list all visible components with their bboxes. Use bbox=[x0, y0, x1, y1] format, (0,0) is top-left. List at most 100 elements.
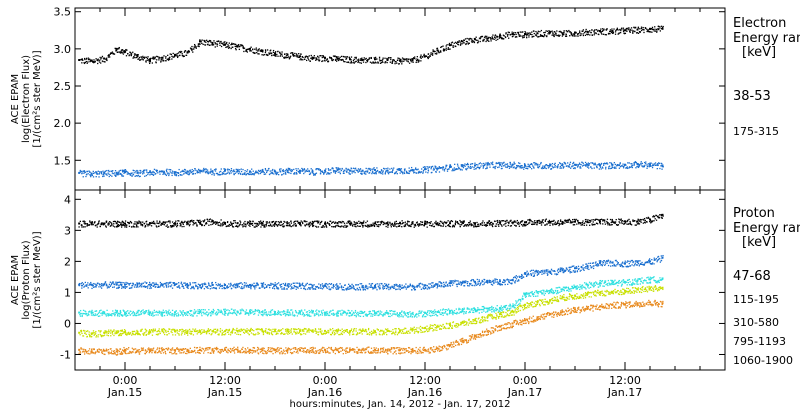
sample-point bbox=[539, 35, 542, 37]
sample-point bbox=[212, 44, 214, 46]
sample-point bbox=[340, 169, 343, 172]
sample-point bbox=[234, 45, 236, 48]
sample-point bbox=[334, 171, 337, 173]
sample-point bbox=[346, 171, 348, 173]
sample-point bbox=[529, 166, 531, 168]
sample-point bbox=[608, 165, 611, 167]
sample-point bbox=[253, 286, 256, 288]
sample-point bbox=[288, 58, 291, 60]
sample-point bbox=[602, 163, 605, 165]
sample-point bbox=[539, 222, 541, 224]
sample-point bbox=[528, 165, 531, 168]
sample-point bbox=[394, 61, 396, 63]
sample-point bbox=[134, 223, 136, 225]
sample-point bbox=[186, 223, 188, 225]
sample-point bbox=[542, 165, 544, 167]
sample-point bbox=[115, 174, 117, 176]
sample-point bbox=[482, 167, 484, 169]
sample-point bbox=[183, 282, 185, 284]
sample-point bbox=[174, 174, 176, 176]
sample-point bbox=[562, 167, 565, 169]
sample-point bbox=[98, 283, 100, 285]
sample-point bbox=[446, 283, 449, 286]
sample-point bbox=[269, 52, 271, 55]
sample-point bbox=[236, 286, 239, 288]
sample-point bbox=[427, 56, 429, 58]
sample-point bbox=[148, 58, 151, 60]
sample-point bbox=[543, 165, 546, 168]
sample-point bbox=[373, 172, 375, 174]
sample-point bbox=[96, 224, 98, 226]
sample-point bbox=[429, 222, 431, 224]
sample-point bbox=[531, 31, 533, 33]
sample-point bbox=[511, 283, 513, 285]
sample-point bbox=[90, 281, 92, 284]
sample-point bbox=[300, 53, 302, 55]
sample-point bbox=[163, 172, 166, 174]
sample-point bbox=[551, 270, 553, 272]
sample-point bbox=[158, 225, 160, 227]
sample-point bbox=[225, 46, 227, 49]
sample-point bbox=[585, 30, 587, 32]
sample-point bbox=[170, 172, 173, 174]
sample-point bbox=[443, 286, 445, 288]
sample-point bbox=[314, 174, 316, 176]
sample-point bbox=[532, 275, 535, 277]
sample-point bbox=[454, 222, 456, 225]
sample-point bbox=[319, 221, 322, 224]
sample-point bbox=[173, 172, 175, 175]
sample-point bbox=[429, 283, 432, 285]
sample-point bbox=[422, 172, 424, 174]
sample-point bbox=[464, 281, 466, 284]
sample-point bbox=[160, 283, 162, 285]
sample-point bbox=[257, 224, 260, 226]
sample-point bbox=[269, 286, 271, 289]
sample-point bbox=[345, 167, 347, 170]
sample-point bbox=[85, 284, 87, 286]
sample-point bbox=[557, 220, 559, 222]
sample-point bbox=[574, 167, 576, 170]
sample-point bbox=[482, 220, 484, 222]
sample-point bbox=[537, 270, 539, 272]
sample-point bbox=[508, 167, 511, 169]
sample-point bbox=[525, 224, 527, 226]
sample-point bbox=[190, 170, 192, 173]
sample-point bbox=[299, 283, 301, 285]
sample-point bbox=[158, 56, 160, 59]
sample-point bbox=[528, 34, 530, 36]
sample-point bbox=[418, 171, 421, 173]
sample-point bbox=[600, 218, 603, 220]
sample-point bbox=[471, 38, 473, 40]
data-point bbox=[311, 222, 314, 225]
sample-point bbox=[280, 54, 282, 56]
sample-point bbox=[474, 225, 477, 228]
sample-point bbox=[84, 58, 86, 61]
sample-point bbox=[413, 226, 415, 228]
sample-point bbox=[188, 170, 191, 172]
sample-point bbox=[465, 164, 468, 166]
sample-point bbox=[609, 162, 611, 164]
sample-point bbox=[109, 221, 111, 223]
sample-point bbox=[523, 225, 525, 227]
sample-point bbox=[218, 171, 221, 173]
sample-point bbox=[581, 265, 583, 268]
sample-point bbox=[461, 169, 463, 171]
sample-point bbox=[223, 168, 225, 170]
sample-point bbox=[419, 223, 421, 225]
sample-point bbox=[127, 283, 129, 285]
sample-point bbox=[125, 49, 127, 51]
sample-point bbox=[310, 223, 312, 225]
sample-point bbox=[477, 225, 479, 227]
sample-point bbox=[418, 60, 420, 63]
sample-point bbox=[381, 220, 383, 223]
data-point bbox=[103, 171, 106, 174]
sample-point bbox=[637, 32, 640, 34]
sample-point bbox=[629, 222, 631, 224]
sample-point bbox=[293, 172, 296, 174]
sample-point bbox=[659, 214, 661, 216]
sample-point bbox=[267, 54, 269, 57]
sample-point bbox=[145, 282, 148, 284]
sample-point bbox=[279, 55, 281, 57]
sample-point bbox=[474, 284, 476, 287]
sample-point bbox=[408, 286, 410, 288]
